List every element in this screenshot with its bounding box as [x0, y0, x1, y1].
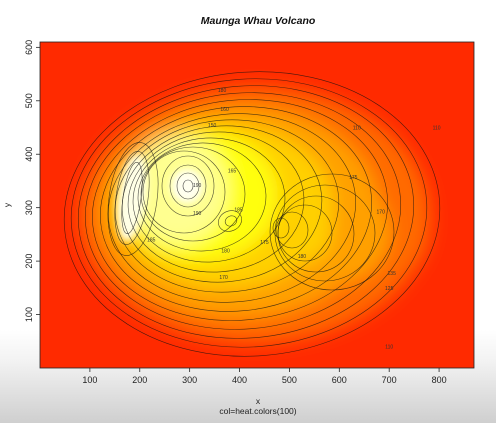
- x-axis-title: x: [256, 396, 261, 406]
- contour-label: 165: [228, 168, 237, 174]
- contour-label: 170: [219, 275, 228, 281]
- x-tick-label: 200: [132, 375, 147, 385]
- contour-label: 170: [377, 209, 386, 215]
- x-tick-label: 700: [382, 375, 397, 385]
- y-tick-label: 200: [24, 254, 34, 269]
- contour-label: 185: [234, 207, 243, 213]
- contour-label: 190: [193, 183, 202, 189]
- y-tick-label: 400: [24, 147, 34, 162]
- y-tick-label: 300: [24, 200, 34, 215]
- contour-label: 160: [220, 107, 229, 113]
- contour-label: 190: [193, 211, 202, 217]
- y-axis-title: y: [2, 202, 12, 207]
- contour-label: 180: [221, 248, 230, 254]
- x-axis-subtitle: col=heat.colors(100): [219, 406, 296, 416]
- y-tick-label: 100: [24, 307, 34, 322]
- x-tick-label: 300: [182, 375, 197, 385]
- x-tick-label: 100: [82, 375, 97, 385]
- x-tick-label: 400: [232, 375, 247, 385]
- contour-label: 125: [385, 286, 394, 292]
- contour-label: 175: [260, 240, 269, 246]
- chart-title: Maunga Whau Volcano: [201, 15, 316, 27]
- contour-label: 110: [433, 126, 441, 132]
- contour-label: 135: [388, 271, 397, 277]
- contour-label: 175: [349, 175, 358, 181]
- y-axis: 100 200 300 400 500 600: [24, 40, 40, 322]
- contour-label: 180: [298, 254, 307, 260]
- y-tick-label: 500: [24, 93, 34, 108]
- contour-label: 110: [353, 126, 361, 132]
- x-tick-label: 600: [332, 375, 347, 385]
- contour-label: 150: [208, 123, 217, 129]
- contour-label: 180: [218, 88, 227, 94]
- contour-label: 185: [147, 238, 156, 244]
- x-axis: 100 200 300 400 500 600 700 800: [82, 368, 446, 385]
- contour-label: 110: [385, 345, 393, 351]
- x-tick-label: 800: [432, 375, 447, 385]
- heat-field: 180 160 150 110 110 165 190 185 190 175 170 185 175 1…: [40, 42, 474, 369]
- y-tick-label: 600: [24, 40, 34, 55]
- x-tick-label: 500: [282, 375, 297, 385]
